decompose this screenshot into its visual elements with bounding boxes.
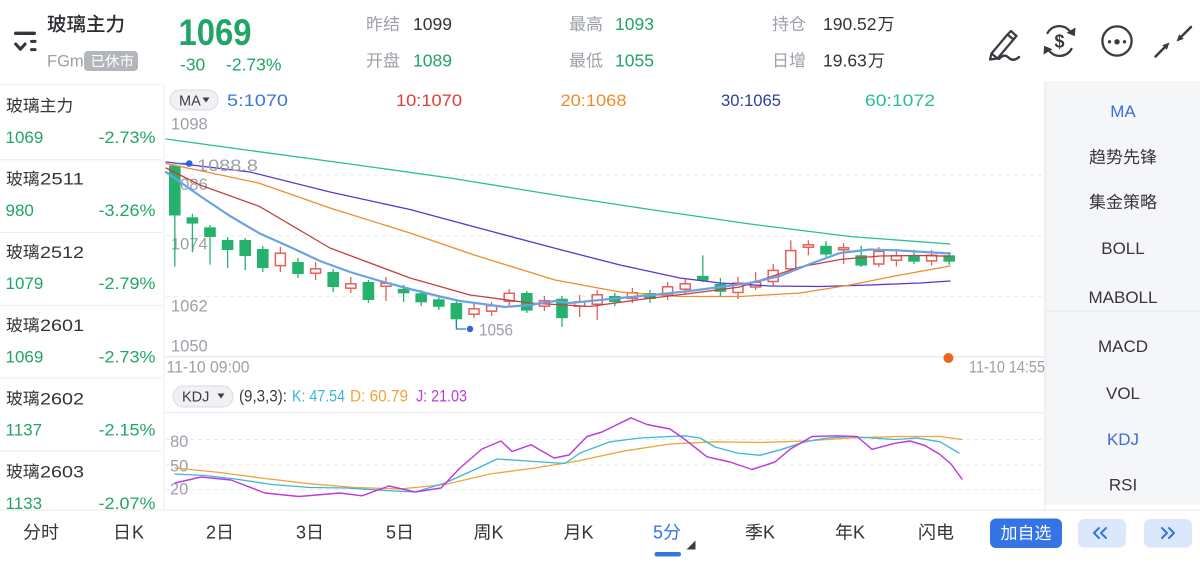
svg-text:1133: 1133: [6, 494, 43, 513]
svg-text:K: K: [763, 523, 775, 543]
svg-text:K: K: [492, 523, 504, 543]
svg-text:2512: 2512: [40, 243, 84, 262]
svg-text:MABOLL: MABOLL: [1089, 288, 1158, 307]
svg-text:K: K: [853, 523, 865, 543]
svg-text:1050: 1050: [171, 338, 208, 356]
svg-text:190.52: 190.52: [823, 14, 877, 34]
svg-text:1098: 1098: [171, 116, 208, 134]
svg-text:-30: -30: [180, 55, 206, 75]
svg-text:5: 5: [653, 523, 663, 543]
svg-text:1069: 1069: [179, 12, 252, 53]
svg-text:MA: MA: [179, 94, 201, 110]
svg-text:2603: 2603: [40, 463, 84, 482]
svg-text:-2.73%: -2.73%: [99, 128, 156, 147]
svg-text:10:1070: 10:1070: [396, 92, 462, 110]
svg-text:60:1072: 60:1072: [865, 92, 935, 110]
svg-text:20:1068: 20:1068: [561, 92, 627, 110]
svg-text:1055: 1055: [615, 51, 654, 71]
svg-text:20: 20: [170, 481, 188, 499]
svg-text:(9,3,3):: (9,3,3):: [239, 388, 287, 406]
svg-text:50: 50: [170, 458, 188, 476]
svg-text:VOL: VOL: [1106, 384, 1140, 403]
svg-text:K: K: [582, 523, 594, 543]
svg-text:K: 47.54: K: 47.54: [292, 388, 345, 406]
svg-text:-2.73%: -2.73%: [226, 55, 281, 75]
svg-text:5: 5: [386, 523, 396, 543]
svg-text:-2.79%: -2.79%: [99, 274, 156, 293]
svg-text:1079: 1079: [6, 274, 44, 293]
svg-text:19.63: 19.63: [823, 51, 867, 71]
svg-text:2: 2: [206, 523, 216, 543]
svg-text:5:1070: 5:1070: [227, 92, 288, 110]
svg-text:1089: 1089: [413, 51, 452, 71]
svg-text:11-10 14:55: 11-10 14:55: [969, 358, 1045, 376]
svg-text:11-10 09:00: 11-10 09:00: [167, 358, 250, 376]
svg-text:2602: 2602: [40, 389, 84, 408]
svg-text:1069: 1069: [6, 128, 44, 147]
svg-text:MACD: MACD: [1098, 337, 1148, 356]
svg-text:1069: 1069: [6, 347, 44, 366]
svg-text:RSI: RSI: [1109, 476, 1137, 495]
svg-text:-2.73%: -2.73%: [99, 347, 156, 366]
svg-text:3: 3: [296, 523, 306, 543]
svg-text:80: 80: [170, 433, 188, 451]
svg-text:1062: 1062: [171, 298, 208, 316]
svg-text:MA: MA: [1110, 102, 1136, 121]
svg-text:KDJ: KDJ: [182, 390, 209, 406]
svg-text:FGm: FGm: [47, 53, 84, 71]
svg-text:1056: 1056: [479, 322, 513, 340]
svg-text:1137: 1137: [6, 421, 43, 440]
svg-text:2601: 2601: [40, 316, 84, 335]
svg-text:-3.26%: -3.26%: [99, 201, 156, 220]
svg-text:30:1065: 30:1065: [721, 92, 781, 110]
svg-text:1099: 1099: [413, 14, 452, 34]
svg-text:BOLL: BOLL: [1101, 239, 1144, 258]
svg-text:K: K: [132, 523, 144, 543]
svg-text:1074: 1074: [171, 235, 208, 253]
svg-text:KDJ: KDJ: [1107, 430, 1139, 449]
svg-text:$: $: [1054, 32, 1064, 52]
svg-text:-2.07%: -2.07%: [99, 494, 156, 513]
svg-text:D: 60.79: D: 60.79: [350, 388, 408, 406]
svg-text:-2.15%: -2.15%: [99, 421, 156, 440]
svg-text:980: 980: [6, 201, 34, 220]
svg-text:1088.8: 1088.8: [197, 156, 258, 175]
svg-text:2511: 2511: [40, 170, 84, 189]
svg-text:1093: 1093: [615, 14, 654, 34]
svg-text:J: 21.03: J: 21.03: [416, 388, 467, 406]
